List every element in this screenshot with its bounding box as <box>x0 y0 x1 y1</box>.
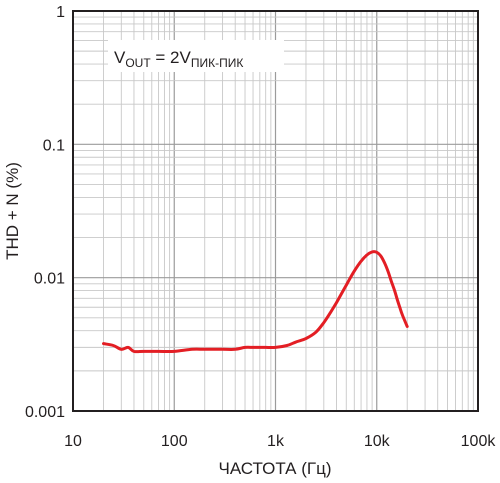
x-tick-label: 10k <box>364 433 391 450</box>
x-tick-label: 1k <box>267 433 285 450</box>
annotation-box: VOUT = 2VПИК-ПИК <box>108 40 284 72</box>
annotation-text: VOUT = 2VПИК-ПИК <box>114 48 243 70</box>
y-tick-label: 0.01 <box>34 271 65 288</box>
annotation-background <box>108 40 284 72</box>
x-tick-label: 100 <box>161 433 188 450</box>
y-tick-label: 0.1 <box>43 137 65 154</box>
y-tick-label: 0.001 <box>25 404 65 421</box>
x-tick-label: 10 <box>64 433 82 450</box>
annotation-equals: = 2V <box>151 48 192 67</box>
x-axis-label: ЧАСТОТА (Гц) <box>219 459 332 478</box>
annotation-sub-pp: ПИК-ПИК <box>191 56 243 70</box>
y-tick-label: 1 <box>56 4 65 21</box>
x-tick-label: 100k <box>461 433 497 450</box>
grid-lines <box>72 11 478 412</box>
x-tick-labels: 10 100 1k 10k 100k <box>64 433 496 450</box>
plot-frame <box>72 10 479 412</box>
annotation-sub-out: OUT <box>125 56 151 70</box>
series-line-thd-n <box>102 250 409 354</box>
annotation-v: V <box>114 48 126 67</box>
y-tick-labels: 0.001 0.01 0.1 1 <box>25 4 65 421</box>
y-axis-label: THD + N (%) <box>3 162 22 260</box>
